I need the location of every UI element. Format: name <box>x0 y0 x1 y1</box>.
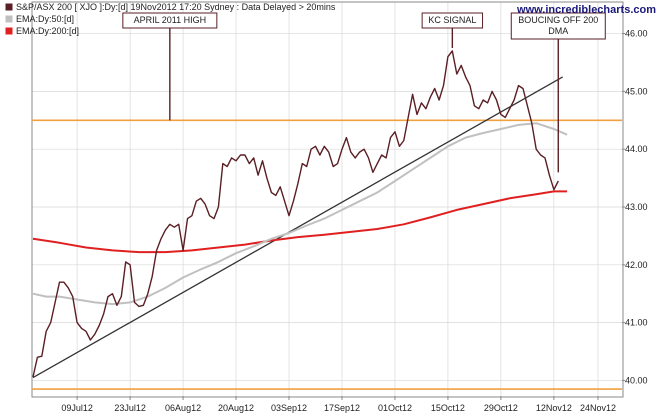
x-tick-label: 06Aug12 <box>165 403 201 413</box>
x-tick-label: 01Oct12 <box>378 403 412 413</box>
x-tick-label: 24Nov12 <box>580 403 616 413</box>
trendline-group <box>32 76 564 379</box>
x-tick-label: 29Oct12 <box>484 403 518 413</box>
legend-swatch-ema50 <box>5 15 13 23</box>
price-line <box>32 50 559 378</box>
plot-frame <box>31 1 624 398</box>
series-group <box>32 50 568 378</box>
y-tick-label: 40.00 <box>625 375 648 385</box>
y-tick-label: 41.00 <box>625 318 648 328</box>
annotations: APRIL 2011 HIGH KC SIGNAL BOUCING OFF 200D… <box>122 12 606 173</box>
trendline <box>32 76 564 379</box>
ema50-line <box>32 122 568 306</box>
legend-label-ema200: EMA:Dy:200:[d] <box>16 26 79 36</box>
annotation-box <box>510 12 606 40</box>
x-tick-label: 17Sep12 <box>324 403 360 413</box>
legend-label-price: S&P/ASX 200 [ XJO ]:Dy:[d] 19Nov2012 17:… <box>16 2 336 12</box>
y-tick-label: 45.00 <box>625 86 648 96</box>
horizontal-lines <box>32 119 622 390</box>
annotation-box <box>122 12 218 29</box>
annotation-label: DMA <box>548 26 568 36</box>
annotation-label: APRIL 2011 HIGH <box>134 15 207 25</box>
annotation-0: APRIL 2011 HIGH <box>122 12 218 121</box>
legend: S&P/ASX 200 [ XJO ]:Dy:[d] 19Nov2012 17:… <box>5 2 336 36</box>
y-tick-label: 42.00 <box>625 260 648 270</box>
y-axis: 40.00 41.00 42.00 43.00 44.00 45.00 46.00 <box>622 29 648 385</box>
x-tick-label: 12Nov12 <box>536 403 572 413</box>
annotation-1: KC SIGNAL <box>421 12 484 49</box>
x-tick-label: 20Aug12 <box>218 403 254 413</box>
x-tick-label: 15Oct12 <box>431 403 465 413</box>
y-tick-label: 43.00 <box>625 202 648 212</box>
watermark: www.incrediblecharts.com <box>516 4 656 16</box>
x-tick-label: 09Jul12 <box>61 403 93 413</box>
legend-label-ema50: EMA:Dy:50:[d] <box>16 14 74 24</box>
y-tick-label: 46.00 <box>625 29 648 39</box>
annotation-box <box>421 12 484 29</box>
legend-swatch-price <box>5 3 13 11</box>
x-axis: 09Jul12 23Jul12 06Aug12 20Aug12 03Sep12 17Sep… <box>61 396 616 413</box>
x-tick-label: 23Jul12 <box>114 403 146 413</box>
annotation-label: BOUCING OFF 200 <box>518 15 598 25</box>
annotation-label: KC SIGNAL <box>428 15 476 25</box>
legend-swatch-ema200 <box>5 27 13 35</box>
x-tick-label: 03Sep12 <box>271 403 307 413</box>
ema200-line <box>32 190 568 254</box>
y-tick-label: 44.00 <box>625 144 648 154</box>
